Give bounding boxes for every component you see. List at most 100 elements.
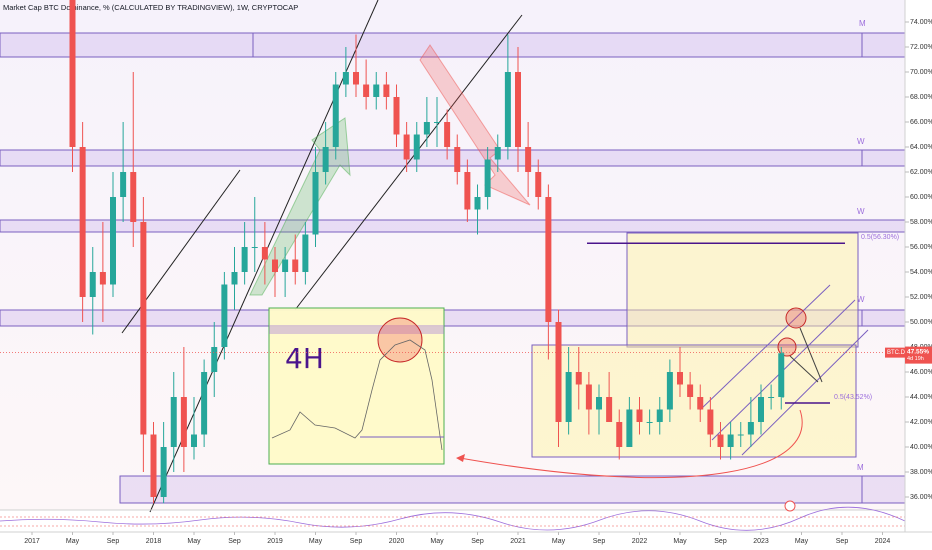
x-tick-label: 2017 [24, 538, 40, 545]
candle-body [79, 147, 86, 297]
candle-body [312, 172, 319, 235]
x-tick-label: May [795, 538, 809, 545]
channel-line [699, 284, 831, 411]
candle-body [302, 234, 309, 272]
candle-body [504, 72, 511, 147]
candle-body [737, 434, 744, 436]
y-tick-label: 56.00% [910, 244, 932, 251]
x-tick-label: 2022 [632, 538, 648, 545]
candle-body [677, 372, 683, 385]
x-tick-label: Sep [836, 538, 849, 545]
inset-zone [269, 325, 444, 334]
symbol-label: BTC.D [887, 350, 906, 356]
candle-body [403, 134, 410, 160]
candle-body [454, 147, 461, 172]
x-tick-label: May [309, 538, 323, 545]
candle-body [292, 259, 299, 272]
x-tick-label: May [187, 538, 201, 545]
candle-body [656, 409, 663, 422]
candle-body [444, 122, 451, 147]
candle-body [191, 434, 197, 447]
arrow-head [456, 454, 465, 462]
inset-label: 4H [285, 342, 324, 375]
event-icon[interactable] [784, 500, 796, 512]
countdown: 4d 19h [907, 356, 924, 362]
candle-body [585, 384, 592, 410]
candle-body [525, 147, 532, 172]
y-tick-label: 62.00% [910, 169, 932, 176]
x-tick-label: May [673, 538, 687, 545]
zone-label: W [857, 207, 865, 216]
candle-body [201, 372, 208, 435]
candle-body [383, 84, 390, 97]
x-tick-label: 2020 [389, 538, 405, 545]
x-tick-label: May [430, 538, 444, 545]
candle-body [180, 397, 187, 447]
y-tick-label: 44.00% [910, 394, 932, 401]
inset [268, 307, 445, 465]
candle-body [110, 197, 116, 285]
y-tick-label: 36.00% [910, 494, 932, 501]
candle-body [758, 397, 764, 422]
candle-body [646, 422, 653, 423]
candle-body [596, 397, 602, 410]
y-tick-label: 38.00% [910, 469, 932, 476]
x-tick-label: 2024 [875, 538, 891, 545]
candle-body [666, 372, 673, 410]
candle-body [261, 247, 268, 260]
candle-body [707, 409, 714, 435]
candle-body [120, 172, 127, 197]
y-tick-label: 52.00% [910, 294, 932, 301]
candle-body [423, 122, 430, 135]
candle-body [221, 284, 228, 347]
candle-body [130, 172, 137, 222]
price-tag [905, 346, 932, 364]
candle-body [241, 247, 248, 272]
zone [0, 32, 906, 58]
x-tick-label: 2019 [267, 538, 283, 545]
y-tick-label: 40.00% [910, 444, 932, 451]
chart-title: Market Cap BTC Dominance, % (CALCULATED … [3, 3, 298, 12]
candle-body [717, 434, 724, 447]
candle-body [99, 272, 106, 285]
x-tick-label: Sep [593, 538, 606, 545]
candle-body [565, 372, 572, 422]
y-tick-label: 72.00% [910, 44, 932, 51]
zone [0, 149, 906, 167]
candle-body [89, 272, 96, 297]
y-tick-label: 68.00% [910, 94, 932, 101]
level-label: 0.5(56.30%) [861, 234, 899, 241]
candle-body [616, 422, 623, 447]
x-tick-label: Sep [107, 538, 120, 545]
candle-body [575, 372, 582, 385]
x-tick-label: 2021 [510, 538, 526, 545]
level-label: 0.5(43.52%) [834, 394, 872, 401]
candle-body [494, 147, 501, 160]
zone [119, 475, 906, 504]
candle-body [413, 134, 420, 160]
candle-body [727, 434, 734, 447]
candle-body [555, 322, 562, 422]
candle-body [322, 147, 329, 172]
candle-body [434, 122, 440, 123]
plot-area [0, 0, 905, 510]
candle-body [282, 259, 289, 272]
candle-body [464, 172, 471, 210]
x-tick-label: May [66, 538, 80, 545]
candle-body [231, 272, 238, 285]
candle-body [768, 397, 775, 398]
zone-label: W [857, 137, 865, 146]
inset-line [271, 339, 443, 451]
x-tick-label: Sep [714, 538, 727, 545]
path-arrow [799, 327, 823, 383]
candle-body [778, 353, 785, 397]
candle-body [150, 434, 157, 497]
y-tick-label: 46.00% [910, 369, 932, 376]
candle-body [484, 159, 491, 197]
y-tick-label: 50.00% [910, 319, 932, 326]
y-tick-label: 54.00% [910, 269, 932, 276]
candle-body [342, 72, 349, 85]
candle-body [697, 397, 704, 410]
zone-label: M [857, 463, 864, 472]
candle-body [373, 84, 380, 97]
